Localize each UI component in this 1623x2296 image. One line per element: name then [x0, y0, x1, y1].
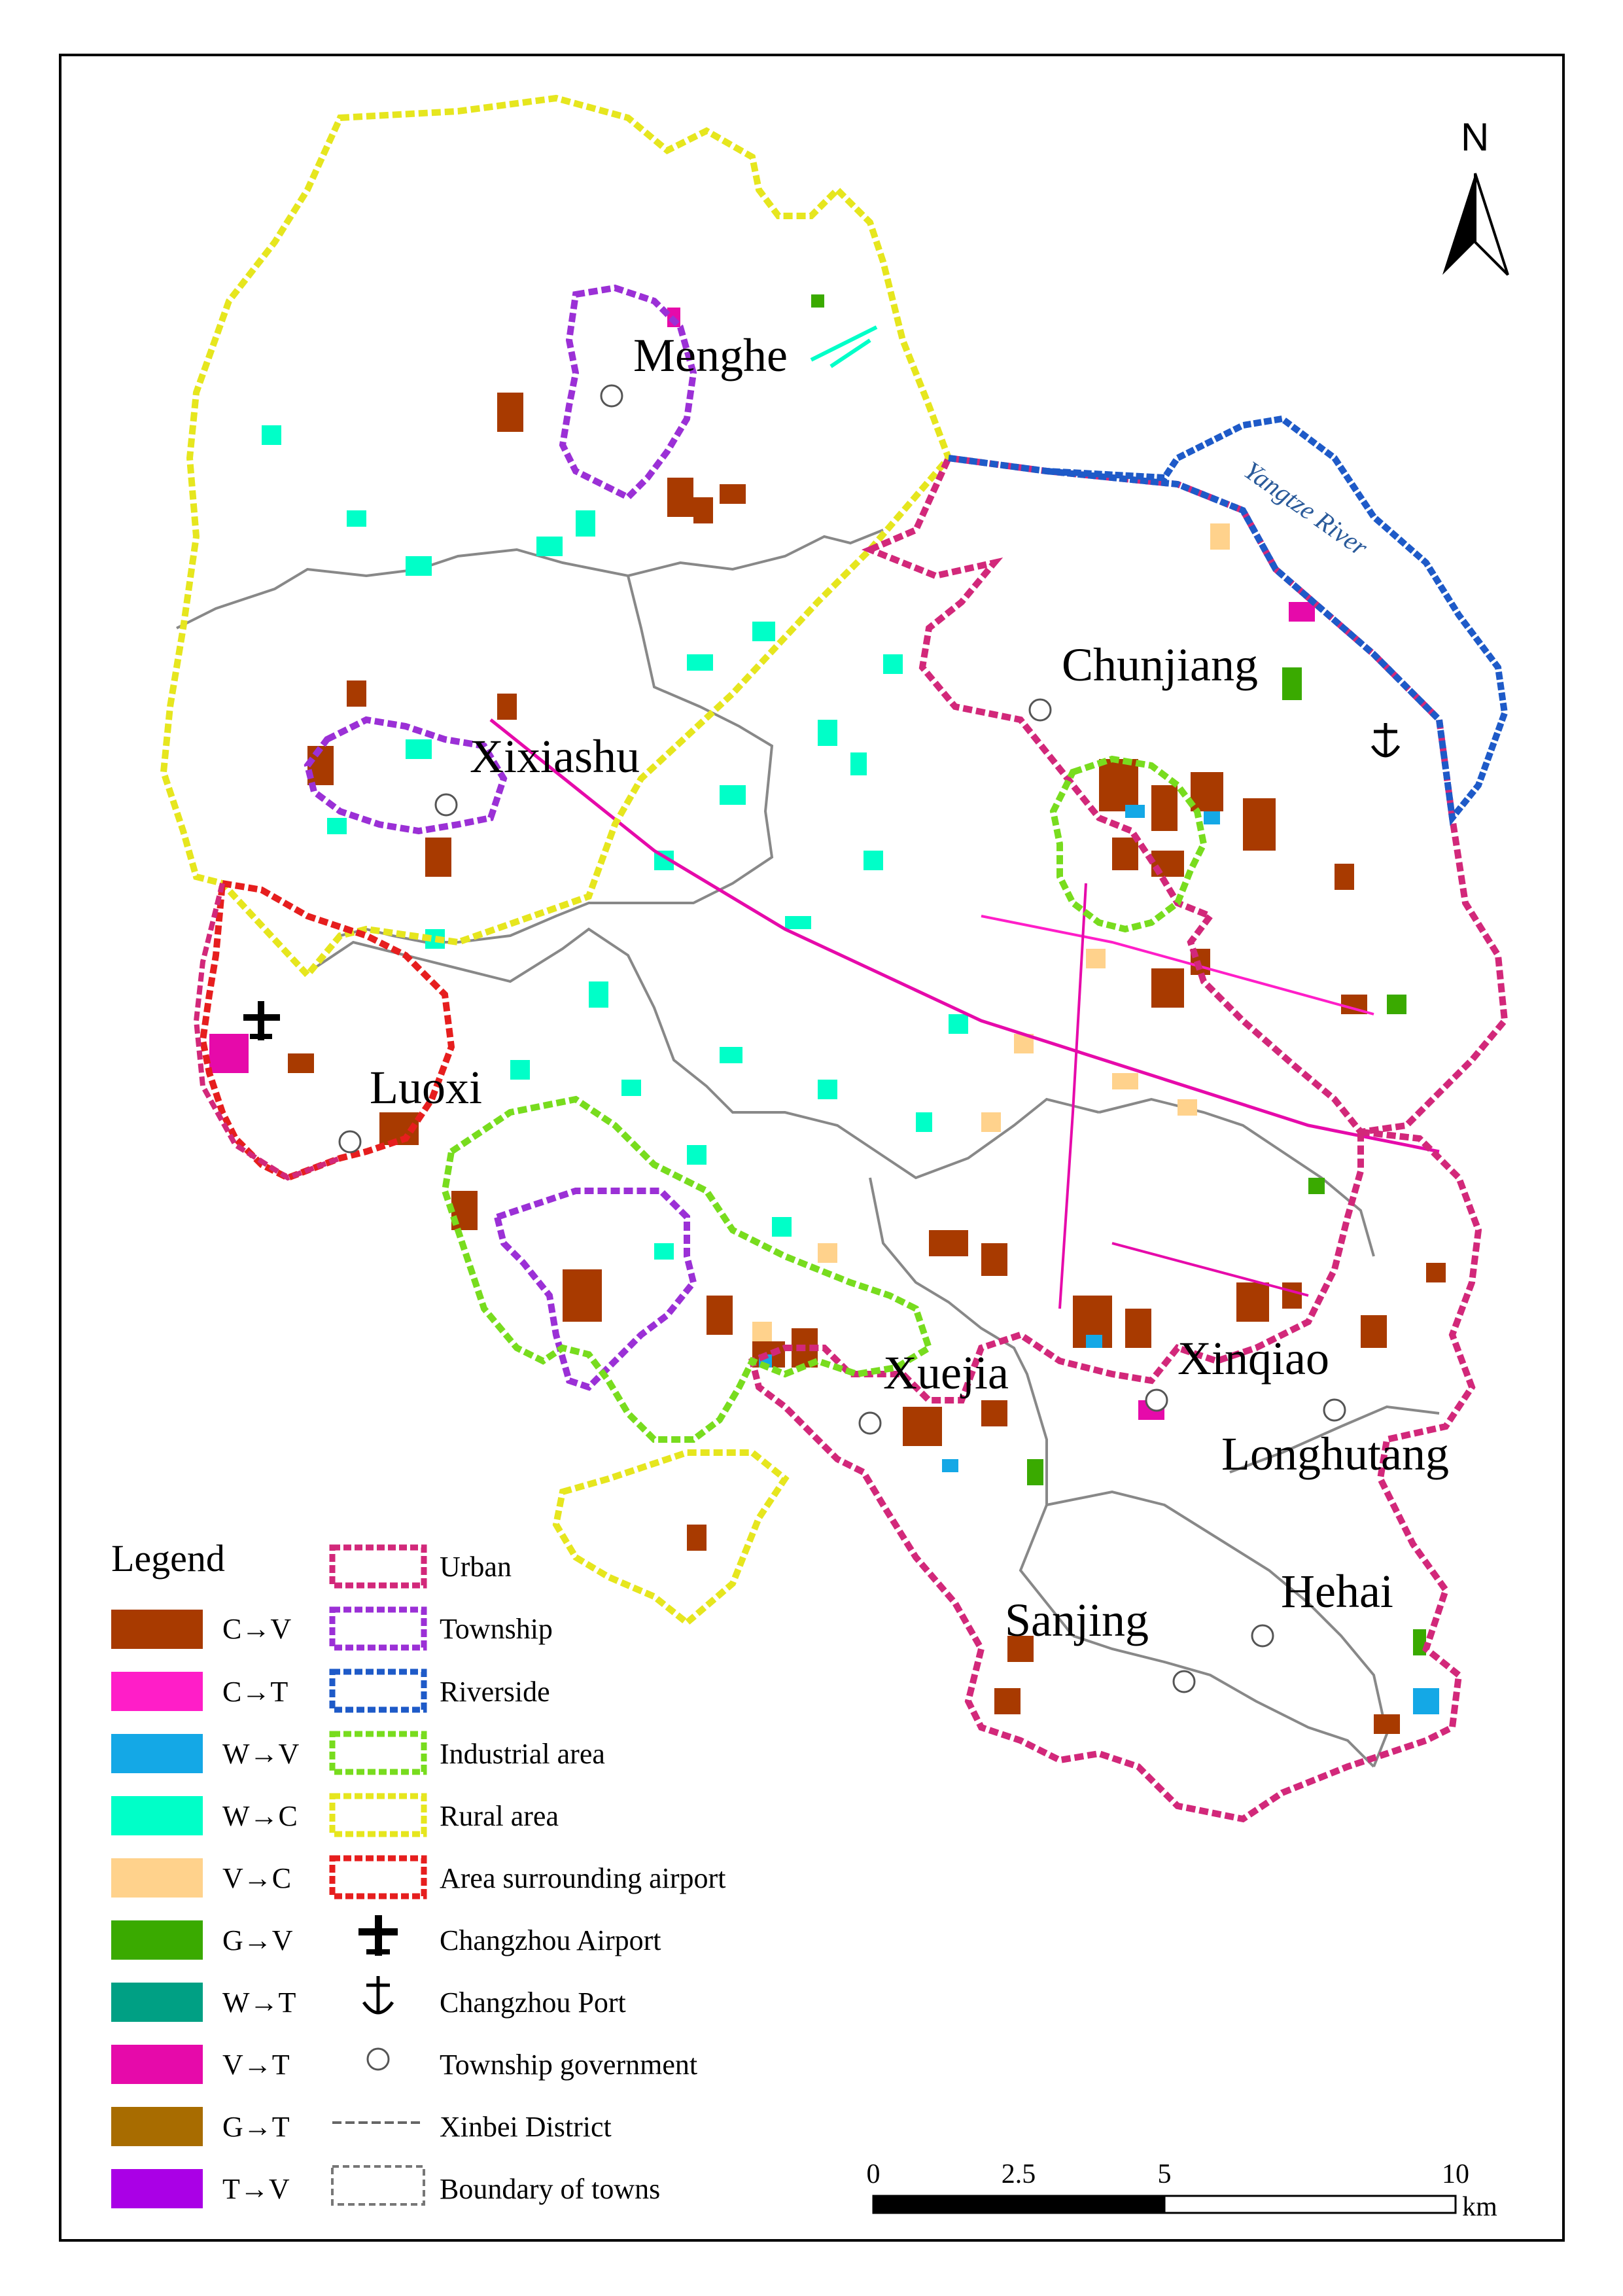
urban-boundary-south: [748, 1128, 1482, 1823]
airport-area-boundary: [199, 879, 455, 1182]
legend-swatch-7: [111, 2045, 203, 2084]
legend-label-w-c: W→C: [222, 1800, 298, 1832]
legend-zone-swatch-1: [329, 1606, 427, 1651]
legend-label-township-government: Township government: [440, 2049, 698, 2081]
changzhou-port-map-icon: [1370, 723, 1401, 758]
legend-zone-swatch-2: [329, 1669, 427, 1713]
legend-swatch-2: [111, 1734, 203, 1773]
legend-swatch-4: [111, 1858, 203, 1898]
legend-swatch-3: [111, 1796, 203, 1835]
legend-label-airport-area: Area surrounding airport: [440, 1862, 726, 1894]
legend-label-boundary-of-towns: Boundary of towns: [440, 2173, 661, 2205]
industrial-boundary-center: [441, 1095, 934, 1443]
legend-label-g-v: G→V: [222, 1924, 293, 1956]
urban-boundary-north: [861, 454, 1509, 1136]
town-label-longhutang: Longhutang: [1221, 1428, 1449, 1480]
legend-swatch-9: [111, 2169, 203, 2208]
legend-label-v-t: V→T: [222, 2049, 290, 2081]
legend-zone-swatch-3: [329, 1731, 427, 1775]
legend-label-urban: Urban: [440, 1551, 512, 1583]
legend-label-xinbei-district: Xinbei District: [440, 2111, 612, 2143]
land-change-patches: [209, 294, 1446, 1734]
urban-boundary-west: [193, 883, 341, 1181]
scale-unit: km: [1462, 2192, 1497, 2222]
north-arrow: [1442, 173, 1509, 276]
legend-label-riverside: Riverside: [440, 1676, 550, 1708]
scale-bar: [872, 2195, 1457, 2214]
legend-swatch-6: [111, 1983, 203, 2022]
legend-label-c-v: C→V: [222, 1613, 292, 1645]
scale-tick-5: 5: [1157, 2159, 1172, 2189]
legend-swatch-0: [111, 1610, 203, 1649]
legend-label-w-v: W→V: [222, 1738, 300, 1770]
industrial-boundary-north: [1049, 755, 1208, 933]
legend-zone-swatch-4: [329, 1793, 427, 1837]
legend-swatches: [111, 1544, 427, 2208]
changzhou-airport-map-icon: [243, 1001, 280, 1040]
town-label-chunjiang: Chunjiang: [1062, 639, 1258, 691]
legend-label-industrial-area: Industrial area: [440, 1738, 605, 1770]
township-boundary-center: [493, 1188, 697, 1391]
town-label-hehai: Hehai: [1281, 1565, 1393, 1617]
township-boundary-xixiashu: [304, 716, 508, 835]
riverside-boundary: [948, 415, 1509, 826]
town-label-xinqiao: Xinqiao: [1178, 1332, 1329, 1385]
airplane-icon-tail: [366, 1949, 390, 1954]
scale-tick-10: 10: [1442, 2159, 1469, 2189]
scale-tick-2-5: 2.5: [1001, 2159, 1036, 2189]
dashed-box-icon: [331, 2165, 425, 2206]
rural-area-boundary: [160, 94, 952, 980]
legend-zone-swatch-0: [329, 1544, 427, 1589]
north-label: N: [1461, 115, 1490, 159]
map-frame: [59, 54, 1565, 2242]
airplane-icon-body: [375, 1915, 382, 1956]
town-label-sanjing: Sanjing: [1005, 1594, 1149, 1646]
legend-label-changzhou-port: Changzhou Port: [440, 1987, 626, 2019]
rural-area-south-boundary: [552, 1449, 790, 1627]
town-boundaries: [176, 529, 1440, 1768]
legend-label-township: Township: [440, 1613, 553, 1645]
legend-label-t-v: T→V: [222, 2173, 290, 2205]
scale-tick-0: 0: [866, 2159, 881, 2189]
legend-label-c-t: C→T: [222, 1676, 288, 1708]
legend-label-rural-area: Rural area: [440, 1800, 559, 1832]
town-label-xixiashu: Xixiashu: [470, 730, 640, 783]
legend-label-v-c: V→C: [222, 1862, 292, 1894]
town-label-luoxi: Luoxi: [370, 1061, 482, 1114]
township-government-markers: [338, 384, 1346, 1693]
township-boundary-menghe: [559, 284, 697, 502]
legend-label-changzhou-airport: Changzhou Airport: [440, 1924, 661, 1956]
anchor-icon-hook: [362, 2001, 394, 2015]
legend-zone-swatch-5: [329, 1855, 427, 1899]
legend-title: Legend: [111, 1537, 225, 1580]
town-label-menghe: Menghe: [633, 329, 788, 381]
town-label-xuejia: Xuejia: [883, 1347, 1009, 1399]
legend-swatch-1: [111, 1672, 203, 1711]
legend-swatch-5: [111, 1920, 203, 1960]
legend-label-w-t: W→T: [222, 1987, 296, 2019]
legend-label-g-t: G→T: [222, 2111, 290, 2143]
circle-icon: [366, 2047, 390, 2071]
legend-swatch-8: [111, 2107, 203, 2146]
